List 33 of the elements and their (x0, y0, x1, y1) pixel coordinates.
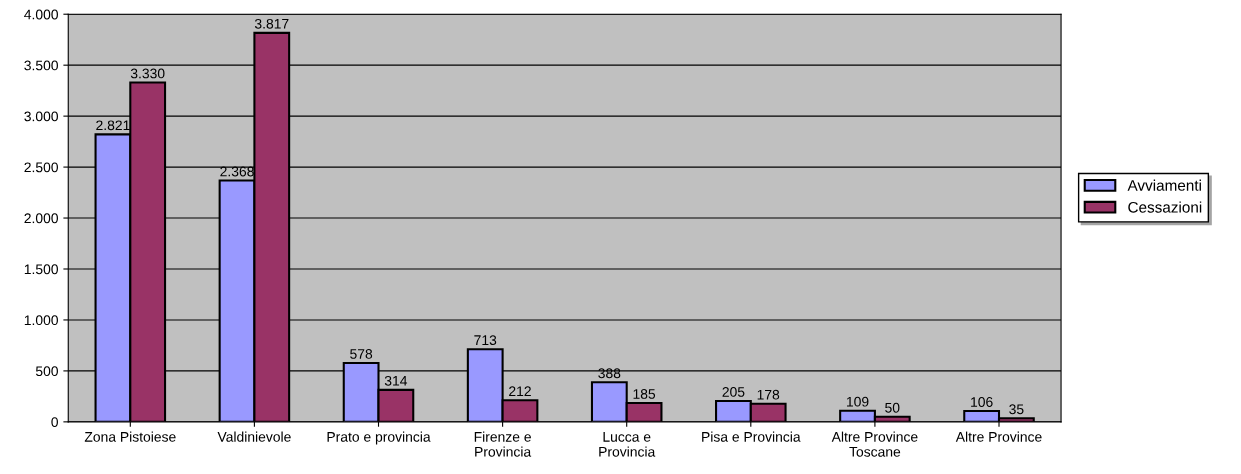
data-label: 50 (885, 402, 900, 413)
y-tick-label: 3.500 (24, 60, 58, 71)
data-label: 3.330 (130, 68, 165, 79)
x-tick-label: Pisa e Provincia (702, 431, 801, 442)
data-label: 314 (384, 375, 408, 386)
y-tick-label: 500 (35, 366, 58, 377)
x-tick-label: Firenze e Provincia (474, 431, 532, 457)
data-label: 35 (1009, 404, 1024, 415)
y-tick-label: 1.000 (24, 315, 58, 326)
data-label: 212 (509, 386, 531, 396)
x-tick-label: Zona Pistoiese (84, 431, 176, 442)
data-label: 109 (847, 396, 869, 407)
data-label: 178 (757, 389, 780, 400)
data-label: 713 (474, 335, 497, 346)
data-label: 106 (971, 397, 993, 407)
legend-label: Avviamenti (1127, 179, 1201, 191)
data-label: 388 (598, 368, 621, 379)
x-tick-label: Altre Province (955, 431, 1042, 442)
x-tick-label: Lucca e Provincia (599, 432, 656, 457)
data-label: 205 (722, 387, 745, 397)
data-label: 3.817 (254, 18, 289, 29)
x-tick-label: Altre Province Toscane (831, 431, 918, 457)
y-tick-label: 2.500 (24, 162, 58, 173)
y-tick-label: 2.000 (24, 213, 58, 224)
legend-label: Cessazioni (1128, 201, 1202, 213)
data-label: 185 (633, 389, 656, 399)
data-label: 578 (350, 348, 373, 359)
x-tick-label: Valdinievole (217, 431, 291, 442)
x-tick-label: Prato e provincia (327, 431, 431, 445)
y-tick-label: 3.000 (24, 111, 58, 122)
y-tick-label: 1.500 (24, 264, 58, 275)
y-tick-label: 0 (51, 417, 58, 428)
y-tick-label: 4.000 (24, 9, 58, 20)
